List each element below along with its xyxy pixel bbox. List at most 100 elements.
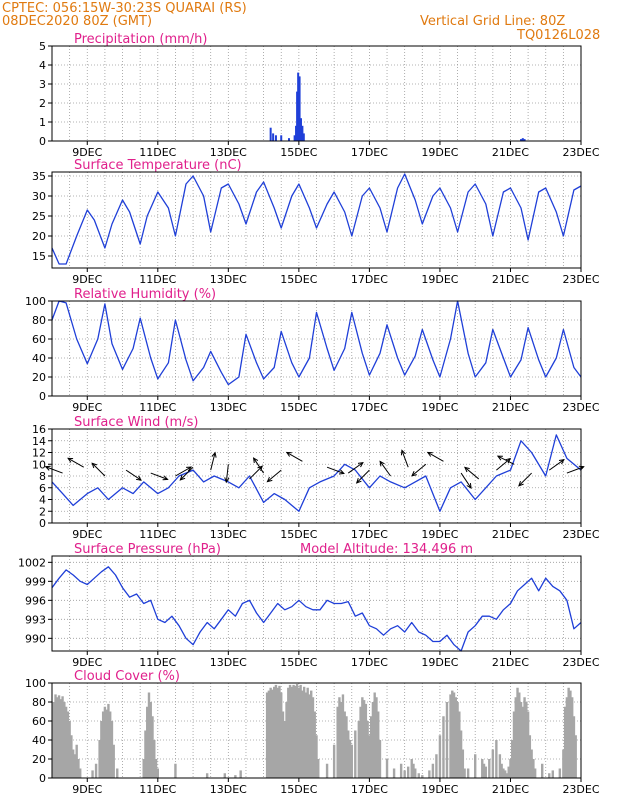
station-header: CPTEC: 056:15W-30:23S QUARAI (RS) — [2, 1, 247, 16]
cloud-bar — [299, 684, 302, 778]
cloud-bar — [466, 768, 470, 778]
precip-xtick-label-6: 21DEC — [492, 146, 529, 159]
precip-bar — [301, 125, 304, 141]
cloud-bar — [265, 692, 269, 778]
wind-arrow — [224, 464, 230, 484]
cloud-bar — [315, 735, 318, 778]
humidity-xtick-label-6: 21DEC — [492, 401, 529, 414]
wind-arrow-head — [224, 477, 230, 484]
precip-xtick-label-2: 13DEC — [210, 146, 247, 159]
wind-arrow-shaft — [496, 458, 511, 471]
wind-arrow-shaft — [253, 457, 265, 474]
precip-bar — [269, 127, 272, 141]
temperature-xtick-label-1: 11DEC — [139, 273, 176, 286]
cloud-bar — [377, 711, 380, 778]
cloud-bar — [313, 711, 316, 778]
cloud-bar — [385, 759, 389, 778]
cloud-bar — [495, 740, 498, 778]
cloud-bar — [574, 735, 577, 778]
cloud-bar — [144, 730, 147, 778]
wind-arrow-head — [411, 470, 417, 477]
cloud-bar — [428, 770, 431, 778]
cloud-bar — [373, 692, 376, 778]
temperature-xtick-label-7: 23DEC — [562, 273, 599, 286]
temperature-xtick-label-5: 19DEC — [421, 273, 458, 286]
wind-arrow-shaft — [326, 466, 345, 474]
wind-arrow — [379, 460, 391, 477]
cloud-bar — [567, 687, 570, 778]
precip-xtick-label-3: 15DEC — [280, 146, 317, 159]
cloud-bar — [530, 749, 533, 778]
cloud-bar — [523, 697, 526, 778]
wind-arrow — [67, 457, 84, 468]
cloud-bar — [343, 711, 346, 778]
cloud-bar — [500, 763, 503, 778]
humidity-xtick-label-1: 11DEC — [139, 401, 176, 414]
precip-bar — [287, 138, 290, 141]
cloud-bar — [438, 735, 442, 778]
cloud-bar — [338, 697, 341, 778]
pressure-panel: Surface Pressure (hPa) Model Altitude: 13… — [18, 542, 600, 669]
temperature-xtick-label-4: 17DEC — [351, 273, 388, 286]
cloud-bar — [463, 768, 466, 778]
precip-frame — [51, 45, 582, 142]
cloud-bar — [417, 773, 420, 778]
cloud-bar — [392, 768, 396, 778]
cloud-bar — [63, 702, 66, 778]
cloud-bar — [306, 687, 309, 778]
wind-arrow — [44, 465, 63, 474]
cloud-bar — [94, 763, 98, 778]
cloud-bar — [459, 730, 463, 778]
cloud-bar — [498, 754, 502, 778]
cloud-bar — [435, 754, 438, 778]
wind-arrow — [91, 462, 106, 477]
wind-arrow-head — [379, 460, 385, 467]
pressure-xtick-label-1: 11DEC — [139, 656, 176, 669]
temperature-ytick-label-2: 25 — [32, 210, 46, 223]
wind-arrow-shaft — [267, 469, 282, 483]
wind-arrow-shaft — [179, 466, 194, 481]
wind-xtick-label-3: 15DEC — [280, 528, 317, 541]
cloud-bar — [332, 744, 336, 778]
precip-bar — [297, 72, 300, 141]
cloud-bar — [526, 711, 530, 778]
cloud-bar — [108, 711, 112, 778]
cloud-ytick-label-0: 0 — [39, 772, 46, 785]
precip-panel: Precipitation (mm/h) 0 1 2 3 4 5 9DEC 11DEC 13DEC… — [39, 32, 600, 159]
cloud-bar — [341, 694, 345, 778]
cloud-bar — [350, 744, 353, 778]
cloud-bar — [362, 700, 366, 778]
cloud-bar — [174, 763, 177, 778]
pressure-xtick-label-6: 21DEC — [492, 656, 529, 669]
wind-arrow-shaft — [548, 459, 565, 471]
wind-arrow-head — [558, 459, 565, 465]
precip-bar — [298, 76, 301, 141]
cloud-bar — [151, 716, 154, 778]
wind-arrow-shaft — [427, 451, 444, 462]
cloud-bar — [541, 763, 544, 778]
cloud-bar — [378, 740, 382, 778]
wind-arrow-head — [162, 475, 169, 481]
wind-arrow — [326, 466, 345, 475]
humidity-xtick-label-0: 9DEC — [72, 401, 102, 414]
humidity-xtick-label-3: 15DEC — [280, 401, 317, 414]
wind-arrow-shaft — [67, 457, 84, 468]
cloud-bar — [142, 759, 145, 778]
cloud-bar — [239, 770, 242, 778]
precip-xtick-label-0: 9DEC — [72, 146, 102, 159]
wind-arrow-head — [67, 457, 74, 463]
cloud-bar — [361, 697, 364, 778]
code-label: TQ0126L028 — [517, 28, 601, 43]
cloud-ytick-label-2: 40 — [32, 734, 46, 747]
cloud-bar — [100, 721, 103, 778]
cloud-bar — [205, 773, 209, 778]
wind-arrow-head — [211, 451, 217, 458]
temperature-xtick-label-3: 15DEC — [280, 273, 317, 286]
cloud-bar — [406, 766, 410, 778]
cloud-bar — [364, 703, 368, 778]
wind-xtick-label-7: 23DEC — [562, 528, 599, 541]
cloud-bar — [458, 711, 461, 778]
wind-arrow-head — [518, 480, 524, 487]
wind-arrow-shaft — [150, 472, 168, 480]
